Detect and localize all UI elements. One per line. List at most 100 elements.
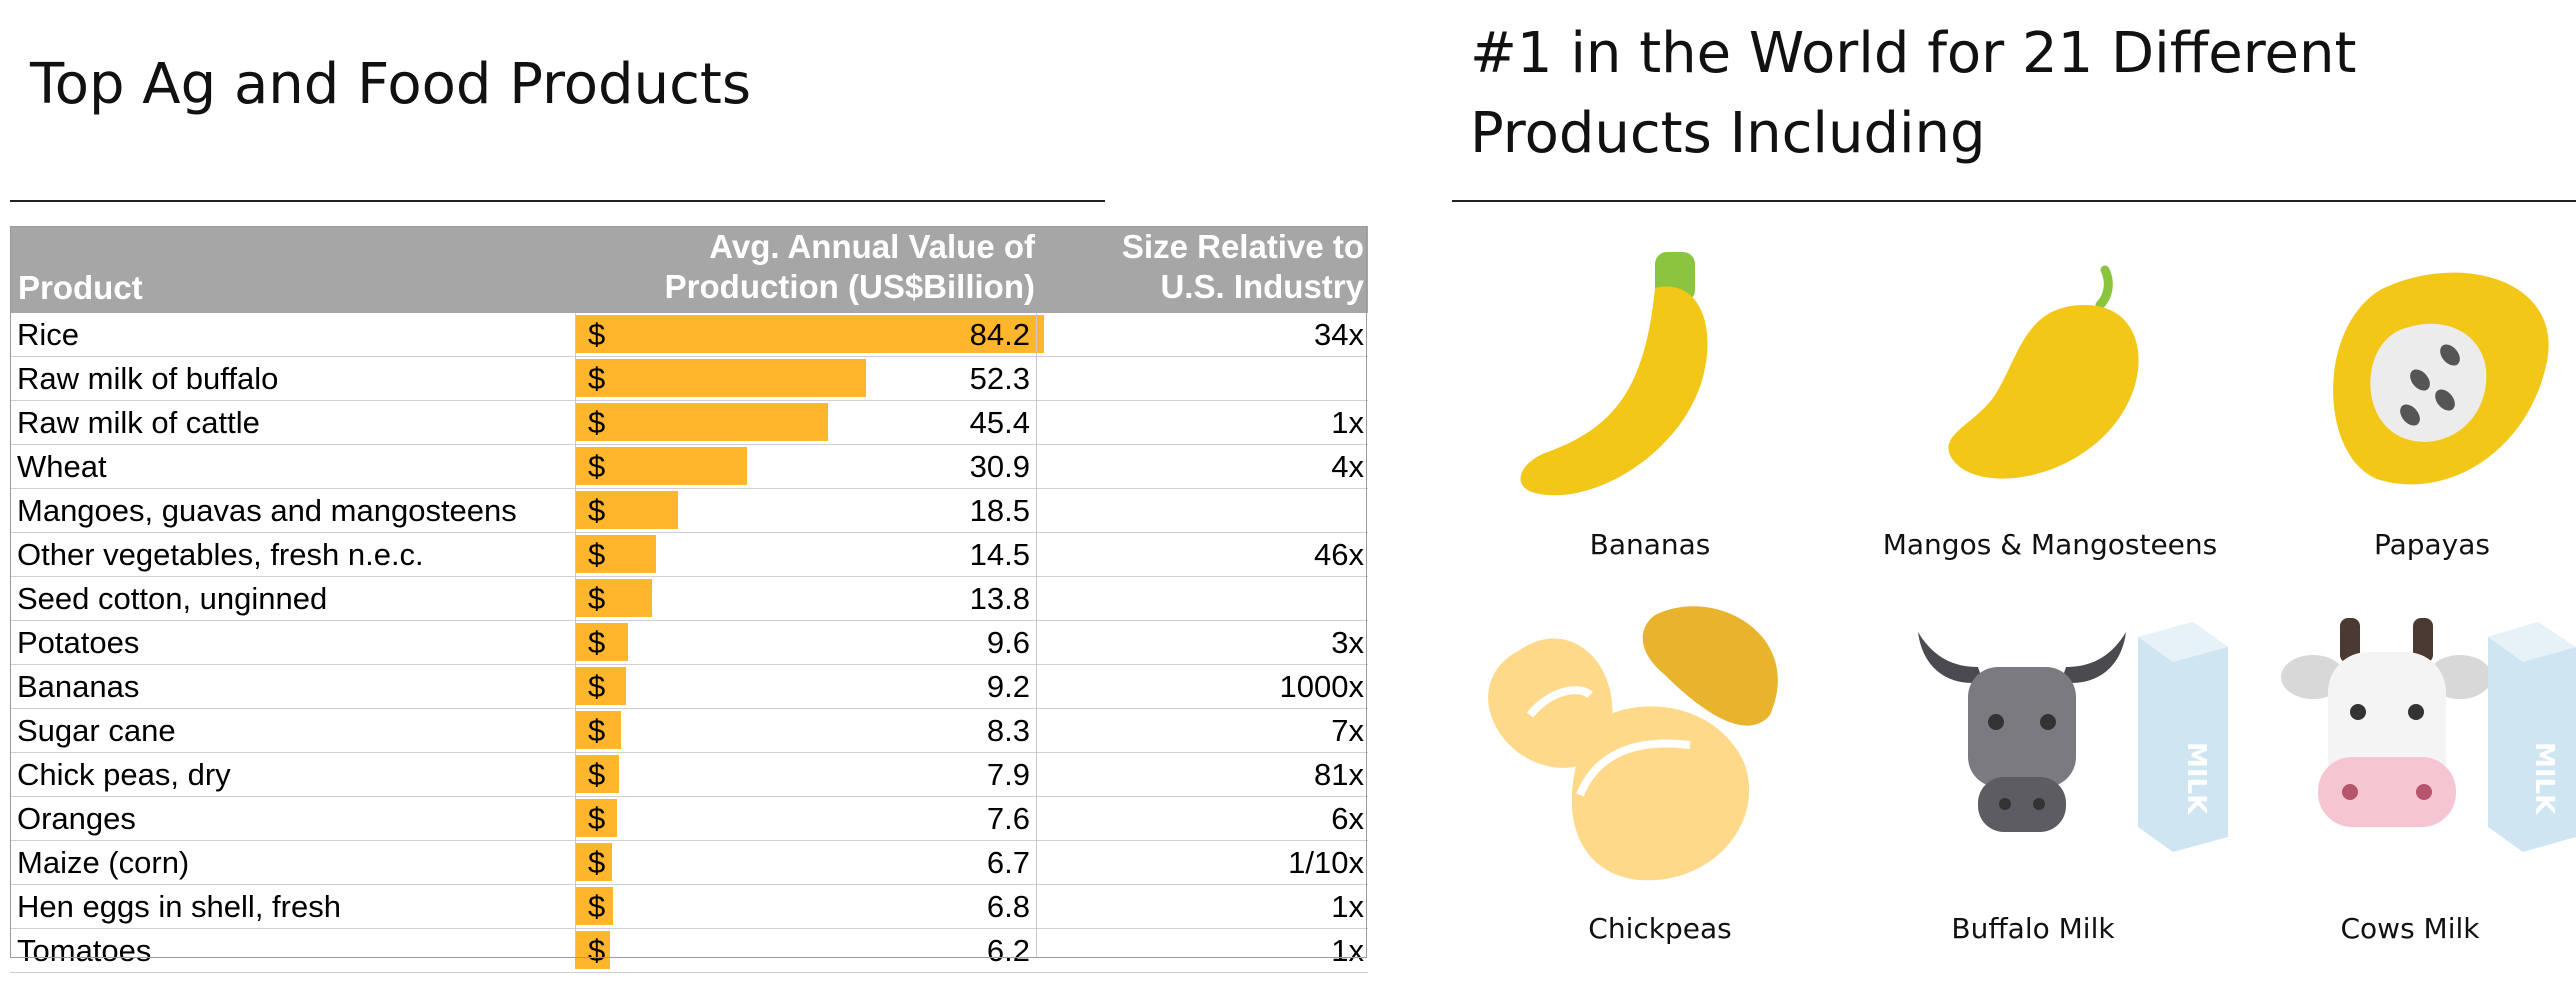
- product-name: Other vegetables, fresh n.e.c.: [17, 537, 424, 572]
- table-row: Sugar cane $8.3 7x: [10, 709, 1368, 753]
- product-name: Chick peas, dry: [17, 757, 231, 792]
- currency-symbol: $: [588, 845, 606, 880]
- product-caption: Cows Milk: [2340, 912, 2480, 945]
- relative-size: 34x: [1314, 317, 1364, 352]
- table-row: Mangoes, guavas and mangosteens $18.5: [10, 489, 1368, 533]
- production-value: 9.6: [986, 625, 1030, 660]
- header-product: Product: [18, 269, 143, 306]
- table-row: Other vegetables, fresh n.e.c. $14.5 46x: [10, 533, 1368, 577]
- currency-symbol: $: [588, 449, 606, 484]
- table-row: Tomatoes $6.2 1x: [10, 929, 1368, 973]
- value-bar: [575, 623, 628, 661]
- product-caption: Bananas: [1589, 528, 1711, 561]
- table-row: Bananas $9.2 1000x: [10, 665, 1368, 709]
- table-row: Raw milk of cattle $45.4 1x: [10, 401, 1368, 445]
- relative-size: 1/10x: [1288, 845, 1364, 880]
- production-table: Product Avg. Annual Value of Production …: [10, 226, 1368, 973]
- table-row: Rice $84.2 34x: [10, 313, 1368, 357]
- production-value: 8.3: [986, 713, 1030, 748]
- production-value: 14.5: [969, 537, 1030, 572]
- currency-symbol: $: [588, 405, 606, 440]
- currency-symbol: $: [588, 801, 606, 836]
- product-name: Oranges: [17, 801, 136, 836]
- buffalo-milk-icon: MILK: [1908, 612, 2248, 867]
- value-bar: [575, 799, 617, 837]
- product-name: Potatoes: [17, 625, 140, 660]
- product-name: Bananas: [17, 669, 140, 704]
- currency-symbol: $: [588, 581, 606, 616]
- currency-symbol: $: [588, 889, 606, 924]
- banana-icon: [1505, 248, 1765, 513]
- value-bar: [575, 711, 621, 749]
- value-bar: [575, 315, 1044, 353]
- header-size-line-1: Size Relative to: [1121, 228, 1364, 265]
- value-bar: [575, 887, 613, 925]
- column-divider: [575, 313, 576, 958]
- production-value: 6.7: [986, 845, 1030, 880]
- product-name: Hen eggs in shell, fresh: [17, 889, 341, 924]
- relative-size: 46x: [1314, 537, 1364, 572]
- production-value: 18.5: [969, 493, 1030, 528]
- relative-size: 4x: [1331, 449, 1364, 484]
- header-size-relative: Size Relative to U.S. Industry: [1122, 227, 1364, 307]
- value-bar: [575, 535, 656, 573]
- product-name: Rice: [17, 317, 80, 352]
- production-value: 6.8: [986, 889, 1030, 924]
- header-value-line-2: Production (US$Billion): [664, 268, 1035, 305]
- value-bar: [575, 667, 626, 705]
- relative-size: 81x: [1314, 757, 1364, 792]
- production-value: 6.2: [986, 933, 1030, 968]
- currency-symbol: $: [588, 493, 606, 528]
- section-title-line-2: Products Including: [1470, 101, 1986, 166]
- currency-symbol: $: [588, 361, 606, 396]
- section-title: #1 in the World for 21 Different Product…: [1470, 14, 2356, 174]
- header-value-line-1: Avg. Annual Value of: [709, 228, 1035, 265]
- value-bar: [575, 843, 612, 881]
- header-size-line-2: U.S. Industry: [1160, 268, 1364, 305]
- currency-symbol: $: [588, 669, 606, 704]
- header-value: Avg. Annual Value of Production (US$Bill…: [665, 227, 1035, 307]
- product-name: Raw milk of buffalo: [17, 361, 279, 396]
- table-row: Seed cotton, unginned $13.8: [10, 577, 1368, 621]
- chickpeas-icon: [1480, 595, 1800, 900]
- column-divider: [1036, 313, 1037, 958]
- value-bar: [575, 755, 619, 793]
- product-caption: Mangos & Mangosteens: [1882, 528, 2218, 561]
- table-row: Chick peas, dry $7.9 81x: [10, 753, 1368, 797]
- production-value: 30.9: [969, 449, 1030, 484]
- relative-size: 1x: [1331, 889, 1364, 924]
- product-name: Raw milk of cattle: [17, 405, 260, 440]
- relative-size: 1x: [1331, 933, 1364, 968]
- product-name: Wheat: [17, 449, 107, 484]
- currency-symbol: $: [588, 713, 606, 748]
- product-caption: Papayas: [2373, 528, 2491, 561]
- table-row: Raw milk of buffalo $52.3: [10, 357, 1368, 401]
- table-body: Rice $84.2 34x Raw milk of buffalo $52.3 Raw …: [10, 313, 1368, 973]
- title-divider: [10, 200, 1105, 202]
- currency-symbol: $: [588, 933, 606, 968]
- product-name: Tomatoes: [17, 933, 152, 968]
- production-value: 52.3: [969, 361, 1030, 396]
- page-title: Top Ag and Food Products: [30, 52, 751, 117]
- svg-text:MILK: MILK: [2529, 742, 2559, 815]
- value-bar: [575, 579, 652, 617]
- product-name: Mangoes, guavas and mangosteens: [17, 493, 517, 528]
- relative-size: 1x: [1331, 405, 1364, 440]
- value-bar: [575, 931, 610, 969]
- value-bar: [575, 447, 747, 485]
- product-caption: Buffalo Milk: [1951, 912, 2115, 945]
- relative-size: 6x: [1331, 801, 1364, 836]
- value-bar: [575, 491, 678, 529]
- table-row: Potatoes $9.6 3x: [10, 621, 1368, 665]
- currency-symbol: $: [588, 757, 606, 792]
- production-value: 45.4: [969, 405, 1030, 440]
- mango-icon: [1935, 265, 2175, 500]
- table-row: Oranges $7.6 6x: [10, 797, 1368, 841]
- product-name: Seed cotton, unginned: [17, 581, 328, 616]
- section-divider: [1452, 200, 2576, 202]
- currency-symbol: $: [588, 625, 606, 660]
- table-header: Product Avg. Annual Value of Production …: [10, 226, 1368, 313]
- production-value: 84.2: [969, 317, 1030, 352]
- table-row: Maize (corn) $6.7 1/10x: [10, 841, 1368, 885]
- section-title-line-1: #1 in the World for 21 Different: [1470, 21, 2357, 86]
